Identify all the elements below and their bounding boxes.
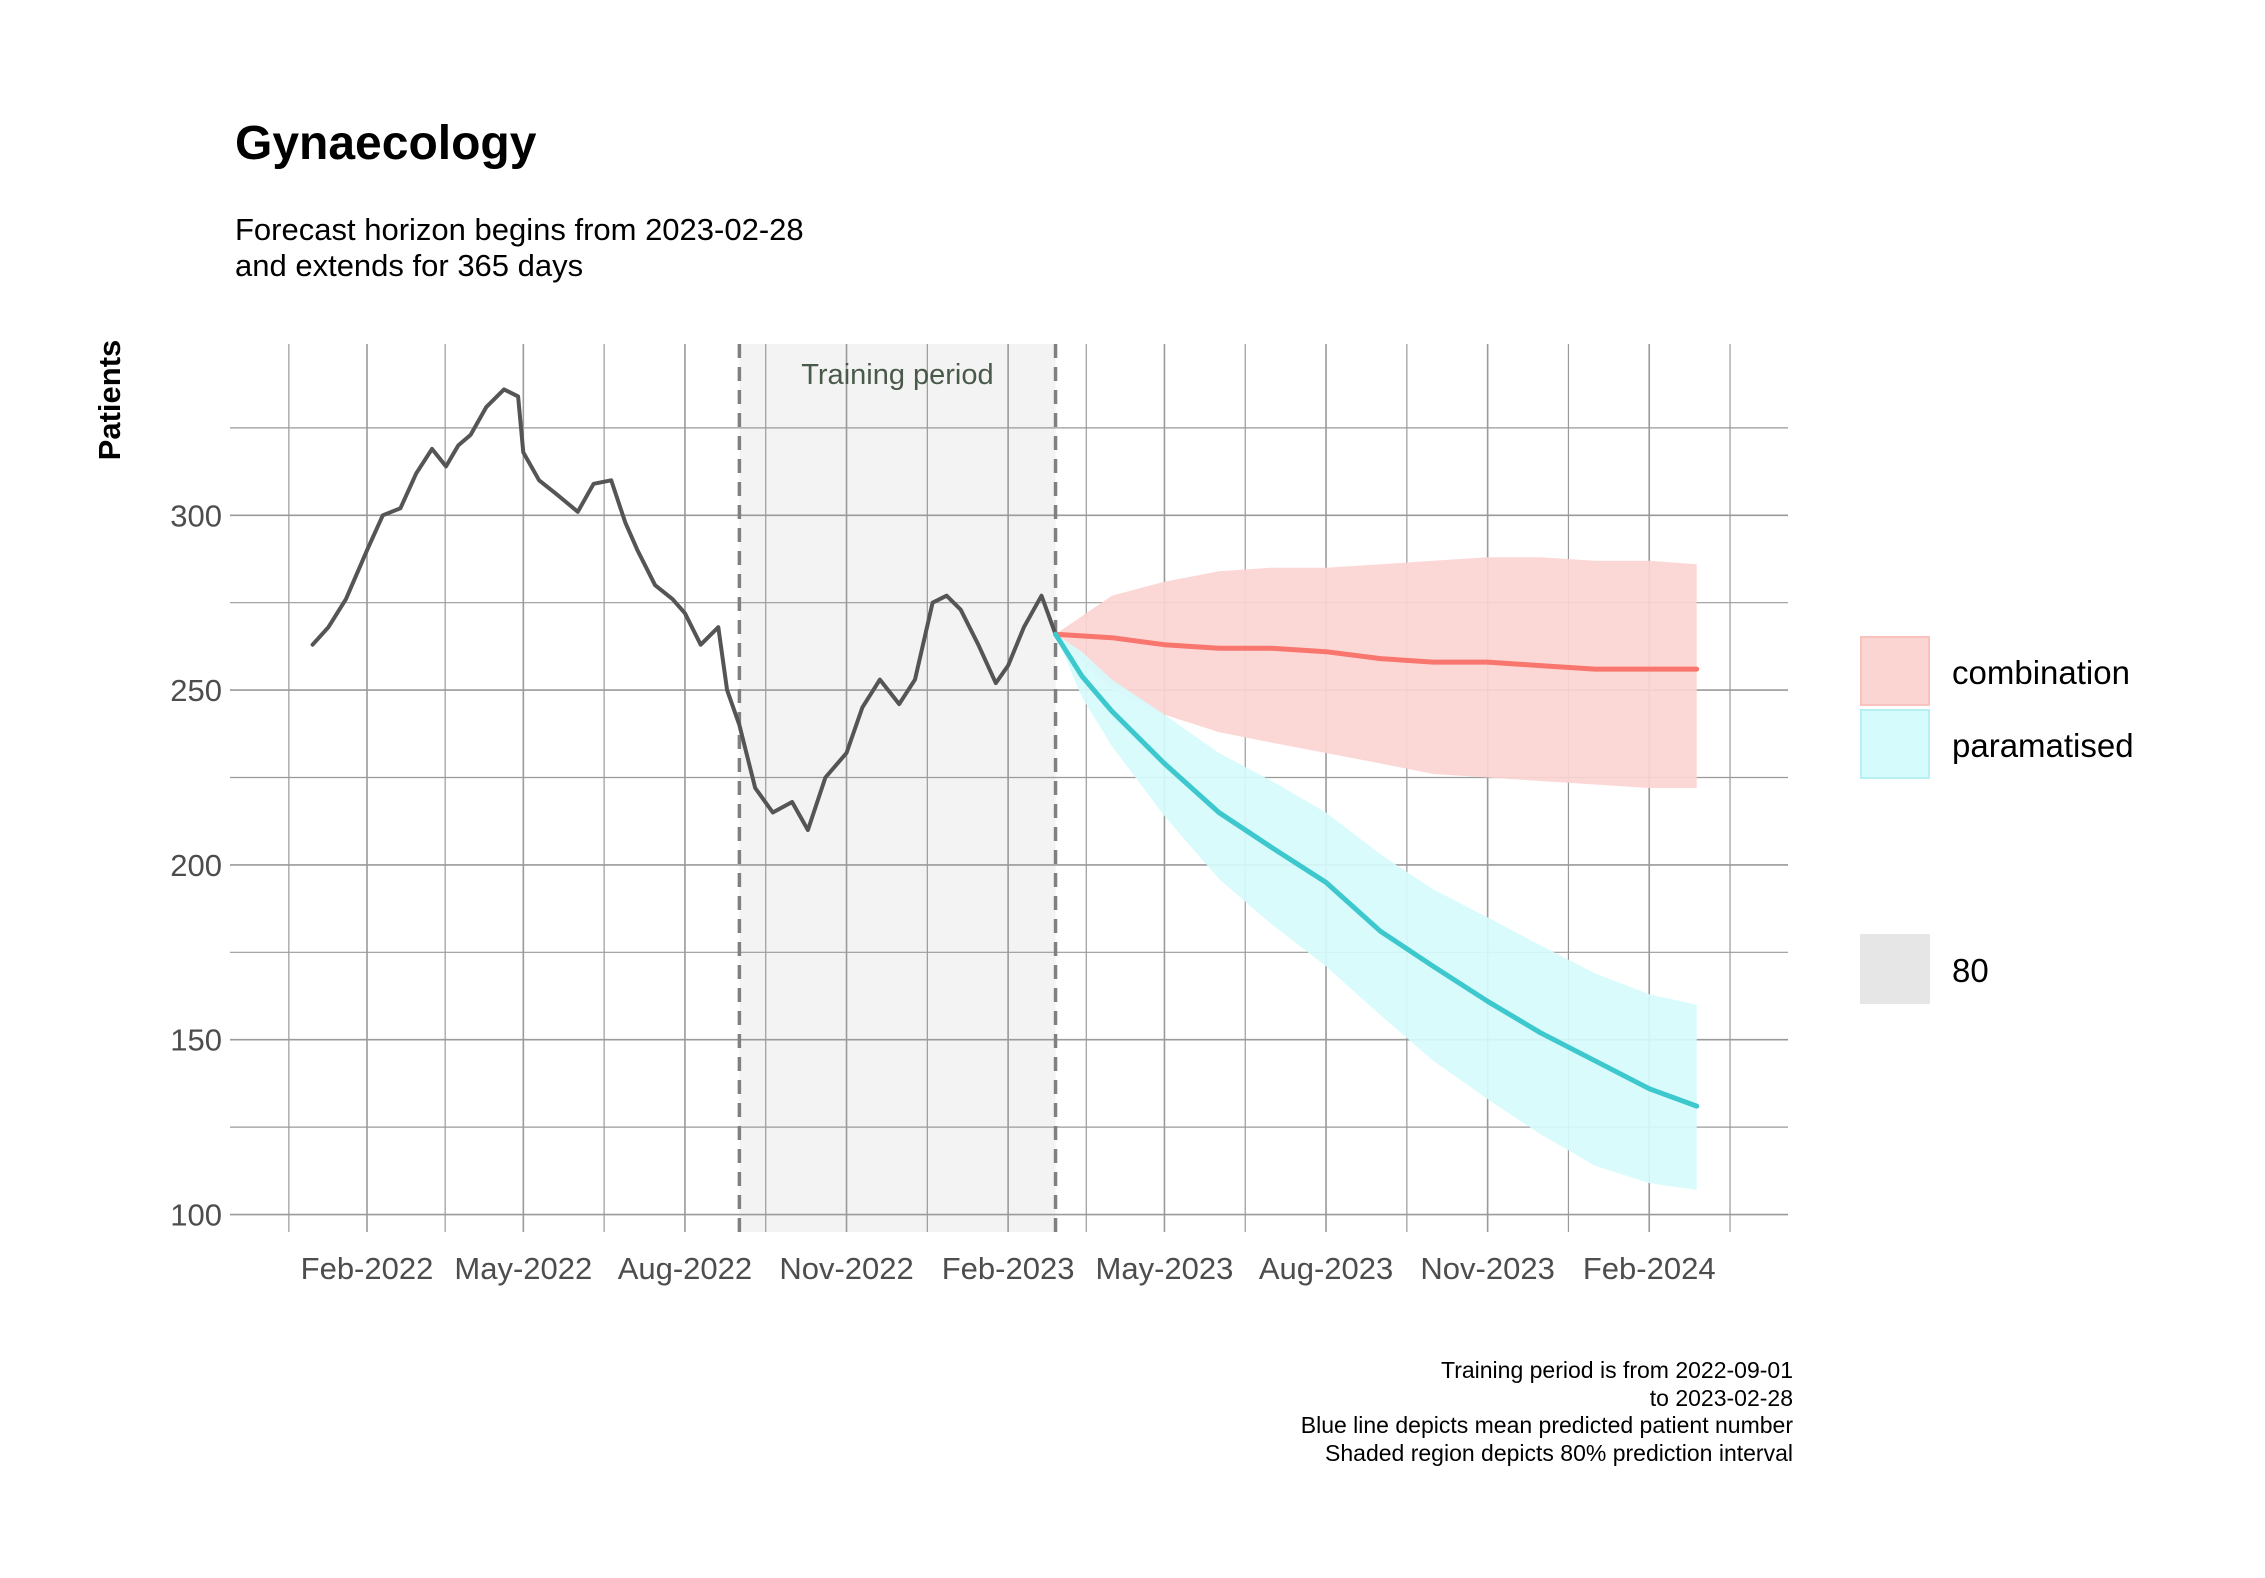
y-tick-label: 250 — [170, 673, 222, 708]
series-line-history — [310, 387, 1058, 832]
legend-label-interval: 80 — [1952, 952, 1989, 989]
x-tick-label: Aug-2022 — [618, 1251, 752, 1286]
chart-subtitle: Forecast horizon begins from 2023-02-28 … — [235, 212, 804, 284]
x-tick-label: Feb-2024 — [1583, 1251, 1716, 1286]
subtitle-line-1: Forecast horizon begins from 2023-02-28 — [235, 212, 804, 247]
y-tick-label: 300 — [170, 498, 222, 533]
x-tick-label: Nov-2022 — [779, 1251, 913, 1286]
y-tick-label: 150 — [170, 1023, 222, 1058]
caption-line-3: Blue line depicts mean predicted patient… — [1300, 1412, 1793, 1438]
series-line-combination — [1053, 631, 1700, 672]
legend-label-paramatised: paramatised — [1952, 727, 2134, 764]
prediction-band-paramatised — [1055, 634, 1697, 1190]
legend-key-combination — [1860, 636, 1930, 706]
x-tick-label: May-2022 — [454, 1251, 592, 1286]
x-tick-label: Aug-2023 — [1259, 1251, 1393, 1286]
chart-title: Gynaecology — [235, 117, 537, 170]
x-tick-label: Nov-2023 — [1420, 1251, 1554, 1286]
y-axis-label: Patients — [92, 339, 127, 461]
training-period-shade — [739, 344, 1056, 1232]
legend-item-interval: 80 — [1860, 934, 2220, 1004]
legend-item-combination: combination — [1860, 636, 2220, 706]
caption-line-2: to 2023-02-28 — [1649, 1384, 1793, 1411]
legend-item-paramatised: paramatised — [1860, 709, 2220, 779]
series-line-paramatised — [1053, 631, 1700, 1109]
caption-line-4: Shaded region depicts 80% prediction int… — [1325, 1439, 1793, 1466]
legend-key-interval — [1860, 934, 1930, 1004]
caption-line-1: Training period is from 2022-09-01 — [1441, 1357, 1793, 1383]
x-tick-label: May-2023 — [1096, 1251, 1234, 1286]
prediction-band-combination — [1055, 557, 1697, 788]
x-tick-label: Feb-2022 — [301, 1251, 434, 1286]
y-tick-label: 100 — [170, 1198, 222, 1233]
chart-caption: Training period is from 2022-09-01 to 20… — [1301, 1357, 1793, 1467]
subtitle-line-2: and extends for 365 days — [235, 248, 584, 283]
legend-label-combination: combination — [1952, 654, 2130, 691]
y-tick-label: 200 — [170, 848, 222, 883]
x-tick-label: Feb-2023 — [942, 1251, 1075, 1286]
legend-key-paramatised — [1860, 709, 1930, 779]
training-period-label: Training period — [801, 359, 993, 391]
